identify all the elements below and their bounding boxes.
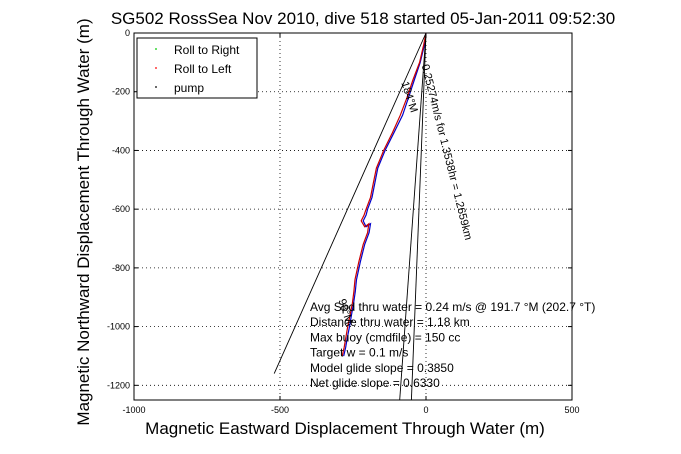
y-tick-label: 0 [125, 28, 130, 38]
y-tick-label: -1200 [107, 380, 130, 390]
legend-box [136, 37, 258, 99]
y-tick-label: -200 [112, 87, 130, 97]
legend-label: Roll to Left [174, 62, 232, 76]
y-tick-label: -1000 [107, 322, 130, 332]
x-tick-label: 0 [423, 405, 428, 415]
stats-line: Max buoy (cmdfile) = 150 cc [310, 330, 460, 344]
series-heading-line [399, 32, 427, 401]
legend-marker [155, 86, 157, 88]
y-tick-label: -400 [112, 145, 130, 155]
stats-block: Avg Spd thru water = 0.24 m/s @ 191.7 °M… [310, 300, 595, 390]
x-tick-label: 500 [564, 405, 579, 415]
series-drift-line [410, 32, 427, 401]
legend: Roll to Right Roll to Left pump [136, 37, 258, 99]
series-track [343, 32, 427, 357]
series-current-line [273, 32, 427, 374]
legend-label: pump [174, 81, 204, 95]
chart-title: SG502 RossSea Nov 2010, dive 518 started… [111, 9, 615, 28]
x-axis-label: Magnetic Eastward Displacement Through W… [145, 419, 545, 438]
stats-line: Avg Spd thru water = 0.24 m/s @ 191.7 °M… [310, 300, 595, 314]
legend-marker [155, 48, 157, 50]
x-tick-label: -1000 [122, 405, 145, 415]
stats-line: Net glide slope = 0.6330 [310, 376, 440, 390]
series-group [273, 32, 427, 401]
stats-line: Distance thru water = 1.18 km [310, 315, 470, 329]
y-axis-label: Magnetic Northward Displacement Through … [74, 18, 93, 425]
y-tick-label: -800 [112, 263, 130, 273]
legend-marker [155, 67, 157, 69]
y-tick-label: -600 [112, 204, 130, 214]
stats-line: Target w = 0.1 m/s [310, 346, 408, 360]
stats-line: Model glide slope = 0.3850 [310, 361, 454, 375]
series-track-outline [341, 32, 427, 357]
x-tick-label: -500 [271, 405, 289, 415]
legend-label: Roll to Right [174, 43, 240, 57]
